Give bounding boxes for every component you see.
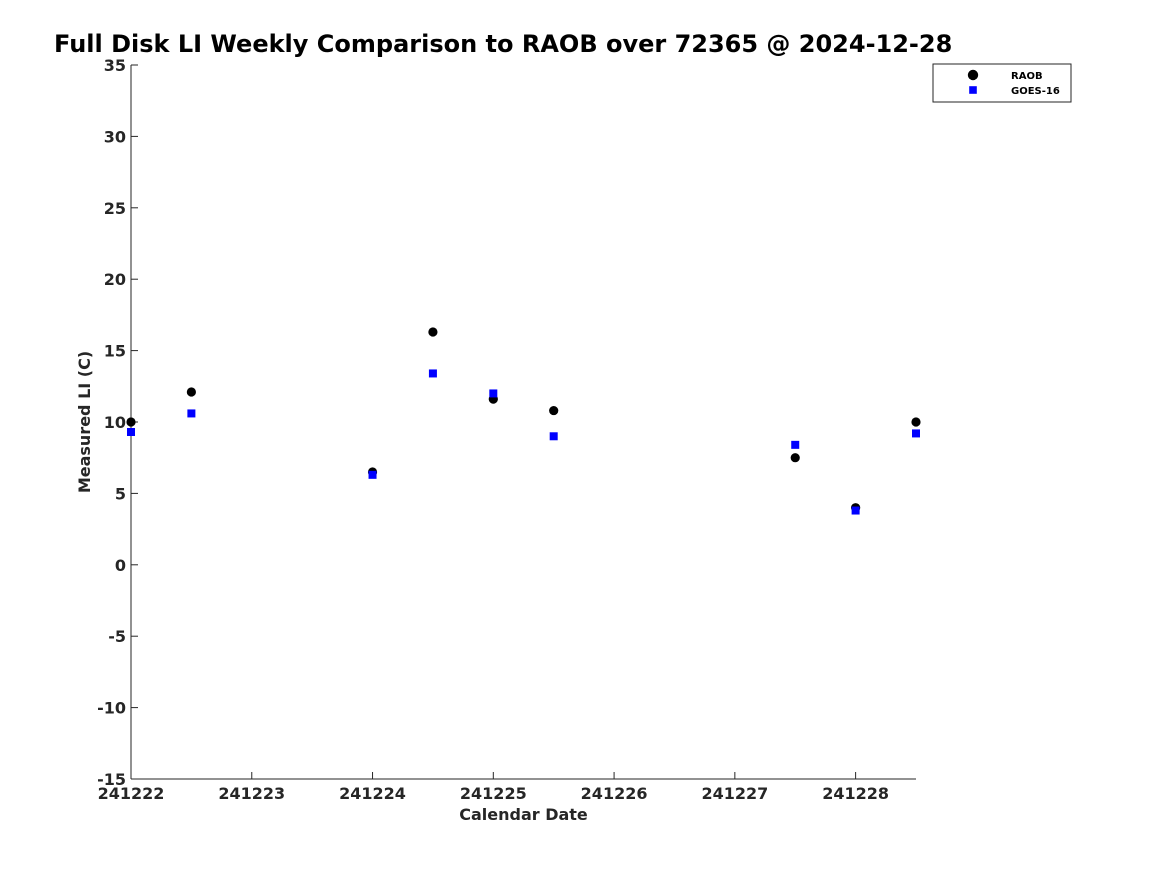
- x-ticks: 241222 241223 241224 241225 241226 241227 2412…: [98, 772, 889, 803]
- x-axis-title: Calendar Date: [459, 805, 588, 824]
- y-tick-label: -15: [97, 770, 126, 789]
- goes-16-point: [428, 369, 437, 378]
- goes-16-point: [187, 409, 196, 418]
- raob-point: [428, 327, 438, 337]
- series-goes-16: [127, 369, 920, 515]
- y-tick-label: -5: [108, 627, 126, 646]
- x-tick-label: 241227: [701, 784, 768, 803]
- raob-point: [186, 387, 196, 397]
- chart-title: Full Disk LI Weekly Comparison to RAOB o…: [54, 30, 952, 58]
- y-ticks: 35 30 25 20 15 10 5 0 -5 -10 -15: [97, 56, 138, 789]
- y-tick-label: 5: [115, 484, 126, 503]
- raob-point: [790, 453, 800, 463]
- x-tick-label: 241226: [581, 784, 648, 803]
- goes-16-point: [791, 440, 800, 449]
- x-tick-label: 241224: [339, 784, 406, 803]
- goes-16-point: [368, 470, 377, 479]
- series-raob: [126, 327, 921, 513]
- goes-16-point: [549, 432, 558, 441]
- y-tick-label: 30: [104, 127, 126, 146]
- data-points: [126, 327, 921, 515]
- x-tick-label: 241225: [460, 784, 527, 803]
- x-tick-label: 241228: [822, 784, 889, 803]
- y-tick-label: 15: [104, 342, 126, 361]
- legend-label: GOES-16: [1011, 86, 1060, 97]
- raob-point: [126, 417, 136, 427]
- y-tick-label: 0: [115, 556, 126, 575]
- legend-items: RAOB GOES-16: [967, 69, 1060, 97]
- goes-16-point: [489, 389, 498, 398]
- legend-box: [932, 63, 1072, 103]
- raob-point: [911, 417, 921, 427]
- goes-16-point: [127, 427, 135, 436]
- goes-16-point: [851, 506, 860, 515]
- y-axis-title: Measured LI (C): [75, 351, 94, 493]
- legend-label: RAOB: [1011, 71, 1043, 82]
- y-tick-label: -10: [97, 699, 126, 718]
- y-tick-label: 10: [104, 413, 126, 432]
- axes: [130, 65, 916, 780]
- y-tick-label: 25: [104, 199, 126, 218]
- x-tick-label: 241223: [218, 784, 285, 803]
- legend-marker-raob: [967, 69, 979, 81]
- raob-point: [549, 405, 559, 416]
- y-tick-label: 35: [104, 56, 126, 75]
- legend-marker-goes-16: [969, 86, 977, 94]
- y-tick-label: 20: [104, 270, 126, 289]
- legend: RAOB GOES-16: [932, 63, 1072, 103]
- x-tick-label: 241222: [98, 784, 165, 803]
- goes-16-point: [912, 429, 920, 438]
